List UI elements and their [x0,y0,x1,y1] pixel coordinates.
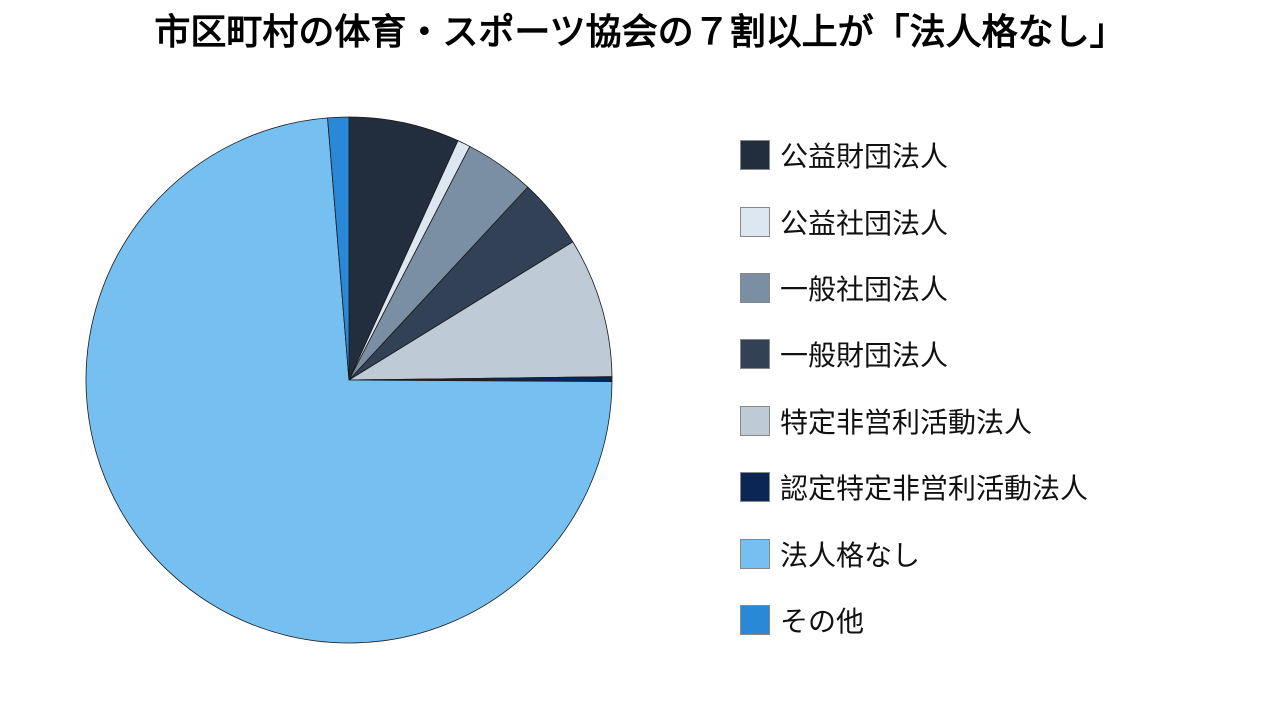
legend-swatch [740,140,770,171]
legend-label: その他 [780,604,865,638]
legend-item: その他 [740,587,1088,653]
legend-label: 一般財団法人 [780,339,949,373]
legend-label: 法人格なし [780,538,921,572]
legend-item: 法人格なし [740,520,1088,586]
legend-swatch [740,339,770,370]
legend-item: 公益財団法人 [740,122,1088,188]
legend-label: 認定特定非営利活動法人 [780,472,1089,506]
chart-title: 市区町村の体育・スポーツ協会の７割以上が「法人格なし」 [154,12,1126,53]
pie-slice-5 [347,241,613,381]
legend-swatch [740,272,770,303]
legend-label: 公益社団法人 [780,206,949,240]
legend-label: 特定非営利活動法人 [780,405,1033,439]
legend-swatch [740,405,770,436]
pie-slice-7 [85,117,613,644]
legend-swatch [740,472,770,503]
legend-item: 一般財団法人 [740,321,1088,387]
legend-item: 一般社団法人 [740,255,1088,321]
legend-swatch [740,604,770,635]
pie-slice-8 [327,116,350,381]
pie-slice-1 [348,116,459,381]
legend-swatch [740,206,770,237]
chart-legend: 公益財団法人 公益社団法人 一般社団法人 一般財団法人特定非営利活動法人認定特定非営利… [740,122,1088,653]
legend-label: 一般社団法人 [780,272,949,306]
legend-item: 特定非営利活動法人 [740,388,1088,454]
legend-label: 公益財団法人 [780,140,949,174]
legend-item: 公益社団法人 [740,188,1088,254]
legend-swatch [740,538,770,569]
legend-item: 認定特定非営利活動法人 [740,454,1088,520]
